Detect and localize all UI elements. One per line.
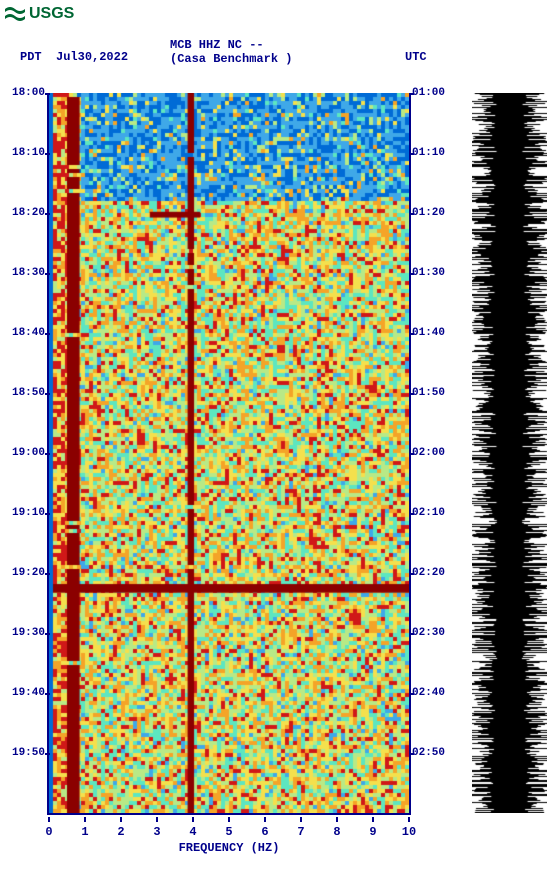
tick-mark xyxy=(300,817,302,822)
x-tick: 7 xyxy=(297,825,304,839)
y-tick-left: 18:40 xyxy=(7,327,45,339)
station-line1: MCB HHZ NC -- xyxy=(170,38,292,52)
tick-mark xyxy=(45,633,50,635)
tick-mark xyxy=(45,153,50,155)
x-tick: 0 xyxy=(45,825,52,839)
tick-mark xyxy=(409,693,414,695)
y-tick-right: 02:50 xyxy=(412,747,445,759)
tick-mark xyxy=(45,573,50,575)
usgs-logo: USGS xyxy=(5,5,547,23)
tick-mark xyxy=(409,513,414,515)
y-tick-left: 18:00 xyxy=(7,87,45,99)
x-tick: 2 xyxy=(117,825,124,839)
y-tick-right: 02:00 xyxy=(412,447,445,459)
x-tick: 5 xyxy=(225,825,232,839)
tz-left: PDT xyxy=(20,50,42,64)
y-tick-left: 18:30 xyxy=(7,267,45,279)
axis-line-bottom xyxy=(47,813,411,815)
waveform-canvas xyxy=(472,93,547,813)
header-center: MCB HHZ NC -- (Casa Benchmark ) xyxy=(170,38,292,66)
header-left: PDT Jul30,2022 xyxy=(20,50,128,64)
tick-mark xyxy=(45,753,50,755)
tick-mark xyxy=(45,513,50,515)
tick-mark xyxy=(409,153,414,155)
y-tick-right: 02:30 xyxy=(412,627,445,639)
tick-mark xyxy=(409,393,414,395)
y-tick-left: 18:50 xyxy=(7,387,45,399)
tick-mark xyxy=(409,633,414,635)
tick-mark xyxy=(409,453,414,455)
header-right: UTC xyxy=(405,50,427,64)
y-tick-right: 01:30 xyxy=(412,267,445,279)
y-tick-right: 01:50 xyxy=(412,387,445,399)
waveform-panel xyxy=(472,93,547,813)
chart-area: 18:00 18:10 18:20 18:30 18:40 18:50 19:00 19:10… xyxy=(2,85,549,870)
x-tick: 3 xyxy=(153,825,160,839)
spectrogram xyxy=(49,93,409,813)
y-tick-right: 01:20 xyxy=(412,207,445,219)
x-tick: 1 xyxy=(81,825,88,839)
tick-mark xyxy=(409,93,414,95)
tick-mark xyxy=(409,573,414,575)
tick-mark xyxy=(409,213,414,215)
y-tick-right: 01:10 xyxy=(412,147,445,159)
tick-mark xyxy=(372,817,374,822)
tick-mark xyxy=(264,817,266,822)
y-tick-left: 19:30 xyxy=(7,627,45,639)
date: Jul30,2022 xyxy=(56,50,128,64)
y-tick-left: 19:10 xyxy=(7,507,45,519)
y-tick-left: 19:40 xyxy=(7,687,45,699)
y-tick-left: 18:10 xyxy=(7,147,45,159)
y-tick-left: 19:50 xyxy=(7,747,45,759)
tick-mark xyxy=(45,273,50,275)
tick-mark xyxy=(45,93,50,95)
tick-mark xyxy=(45,453,50,455)
y-tick-left: 18:20 xyxy=(7,207,45,219)
tick-mark xyxy=(45,333,50,335)
tick-mark xyxy=(45,213,50,215)
tick-mark xyxy=(409,753,414,755)
y-tick-left: 19:00 xyxy=(7,447,45,459)
tick-mark xyxy=(120,817,122,822)
spectrogram-canvas xyxy=(49,93,409,813)
tick-mark xyxy=(336,817,338,822)
tick-mark xyxy=(45,393,50,395)
tick-mark xyxy=(408,817,410,822)
x-tick: 8 xyxy=(333,825,340,839)
x-axis: FREQUENCY (HZ) 012345678910 xyxy=(49,817,409,857)
y-tick-right: 01:00 xyxy=(412,87,445,99)
tick-mark xyxy=(409,333,414,335)
tick-mark xyxy=(45,693,50,695)
x-tick: 9 xyxy=(369,825,376,839)
x-tick: 10 xyxy=(402,825,416,839)
y-tick-right: 02:10 xyxy=(412,507,445,519)
usgs-wave-icon xyxy=(5,5,25,23)
y-tick-right: 01:40 xyxy=(412,327,445,339)
y-tick-right: 02:20 xyxy=(412,567,445,579)
tick-mark xyxy=(156,817,158,822)
y-tick-right: 02:40 xyxy=(412,687,445,699)
tz-right: UTC xyxy=(405,50,427,64)
station-line2: (Casa Benchmark ) xyxy=(170,52,292,66)
x-tick: 4 xyxy=(189,825,196,839)
tick-mark xyxy=(48,817,50,822)
tick-mark xyxy=(192,817,194,822)
y-tick-left: 19:20 xyxy=(7,567,45,579)
y-axis-right: 01:00 01:10 01:20 01:30 01:40 01:50 02:00 02:10… xyxy=(412,85,460,815)
tick-mark xyxy=(409,273,414,275)
usgs-text: USGS xyxy=(29,5,74,23)
x-tick: 6 xyxy=(261,825,268,839)
tick-mark xyxy=(84,817,86,822)
y-axis-left: 18:00 18:10 18:20 18:30 18:40 18:50 19:00 19:10… xyxy=(7,85,47,815)
tick-mark xyxy=(228,817,230,822)
x-axis-label: FREQUENCY (HZ) xyxy=(49,841,409,855)
